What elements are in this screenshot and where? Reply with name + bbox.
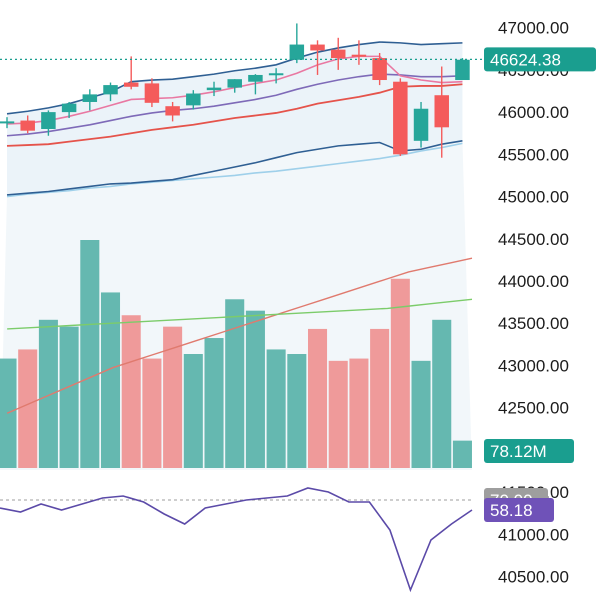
candle-body bbox=[82, 94, 98, 102]
candle bbox=[413, 101, 429, 148]
rsi-value-label: 58.18 bbox=[490, 501, 533, 520]
y-tick-label: 45000.00 bbox=[498, 188, 569, 207]
candle-body bbox=[268, 73, 284, 76]
candle-body bbox=[227, 79, 242, 88]
volume-bar bbox=[163, 326, 183, 468]
volume-bar bbox=[390, 278, 410, 468]
candle-body bbox=[0, 121, 15, 124]
volume-tag-background bbox=[484, 439, 574, 463]
candle-body bbox=[206, 87, 222, 91]
candle-body bbox=[393, 81, 408, 155]
volume-bar bbox=[142, 358, 162, 468]
volume-ma-long-line bbox=[6, 257, 473, 414]
volume-bar bbox=[204, 338, 224, 468]
candle bbox=[0, 117, 15, 129]
candle-body bbox=[413, 108, 429, 141]
candle bbox=[289, 23, 305, 64]
volume-bar bbox=[266, 349, 286, 468]
candle-body bbox=[123, 82, 139, 87]
candle bbox=[206, 81, 222, 97]
y-tick-label: 43500.00 bbox=[498, 314, 569, 333]
candle bbox=[227, 79, 242, 93]
volume-bar bbox=[121, 315, 141, 468]
y-tick-label: 46000.00 bbox=[498, 103, 569, 122]
candle-body bbox=[165, 106, 180, 116]
volume-bar bbox=[328, 360, 348, 468]
candle bbox=[434, 66, 449, 158]
candle-body bbox=[186, 93, 201, 106]
candle-body bbox=[248, 74, 263, 82]
ma-long-line bbox=[6, 142, 463, 198]
candle-body bbox=[20, 120, 35, 131]
candle-body bbox=[372, 58, 387, 81]
volume-bar bbox=[287, 354, 307, 468]
volume-bar bbox=[411, 360, 431, 468]
candle bbox=[103, 82, 118, 102]
volume-bar bbox=[370, 328, 390, 468]
rsi-panel bbox=[0, 487, 473, 593]
candle bbox=[20, 115, 35, 134]
candle-body bbox=[289, 44, 305, 60]
volume-bar bbox=[225, 299, 245, 468]
candle bbox=[351, 40, 367, 65]
candle bbox=[165, 101, 180, 122]
volume-ma-short-line bbox=[7, 298, 473, 330]
candle-body bbox=[310, 44, 325, 51]
volume-panel bbox=[0, 240, 473, 468]
candle bbox=[310, 40, 325, 75]
volume-bar bbox=[59, 326, 79, 468]
candle bbox=[144, 78, 160, 108]
volume-bar bbox=[100, 292, 121, 468]
candle-body bbox=[434, 95, 449, 128]
candle bbox=[248, 74, 263, 95]
candle bbox=[186, 90, 201, 110]
y-tick-label: 41000.00 bbox=[498, 525, 569, 544]
volume-bar bbox=[80, 240, 100, 468]
y-tick-label: 47000.00 bbox=[498, 19, 569, 38]
candle bbox=[330, 37, 346, 70]
candle-body bbox=[103, 85, 118, 95]
candle bbox=[393, 78, 408, 157]
candle-body bbox=[351, 54, 367, 57]
candle-body bbox=[61, 103, 77, 113]
rsi-value-tag: 58.18 bbox=[484, 498, 554, 522]
y-tick-label: 45500.00 bbox=[498, 145, 569, 164]
candle bbox=[268, 68, 284, 84]
volume-bar bbox=[432, 319, 452, 468]
candle-body bbox=[41, 112, 56, 129]
candle-body bbox=[455, 59, 470, 81]
y-tick-label: 44500.00 bbox=[498, 230, 569, 249]
candle-body bbox=[330, 49, 346, 59]
volume-bar bbox=[18, 349, 38, 468]
y-tick-label: 44000.00 bbox=[498, 272, 569, 291]
volume-bar bbox=[183, 354, 203, 468]
rsi-line bbox=[0, 487, 473, 593]
y-tick-label: 43000.00 bbox=[498, 356, 569, 375]
candle bbox=[455, 58, 470, 81]
volume-bar bbox=[452, 440, 472, 468]
bollinger-lower-line bbox=[6, 140, 463, 196]
candle-body bbox=[144, 83, 160, 103]
last-price-label: 46624.38 bbox=[490, 50, 561, 69]
volume-tag: 78.12M bbox=[484, 439, 574, 463]
y-tick-label: 42500.00 bbox=[498, 399, 569, 418]
volume-bar bbox=[245, 310, 265, 468]
volume-bar bbox=[38, 319, 58, 468]
candle bbox=[123, 56, 139, 90]
candle bbox=[61, 101, 77, 119]
price-tag-background bbox=[484, 47, 596, 72]
candle bbox=[372, 53, 387, 86]
last-volume-label: 78.12M bbox=[490, 442, 547, 461]
volume-bar bbox=[308, 328, 328, 468]
last-price-tag: 46624.38 bbox=[484, 47, 596, 72]
candle bbox=[82, 89, 98, 111]
ma-slow-line bbox=[6, 83, 463, 147]
candle bbox=[41, 110, 56, 136]
rsi-tag-background bbox=[484, 498, 554, 522]
volume-bar bbox=[349, 358, 369, 468]
y-tick-label: 40500.00 bbox=[498, 568, 569, 587]
